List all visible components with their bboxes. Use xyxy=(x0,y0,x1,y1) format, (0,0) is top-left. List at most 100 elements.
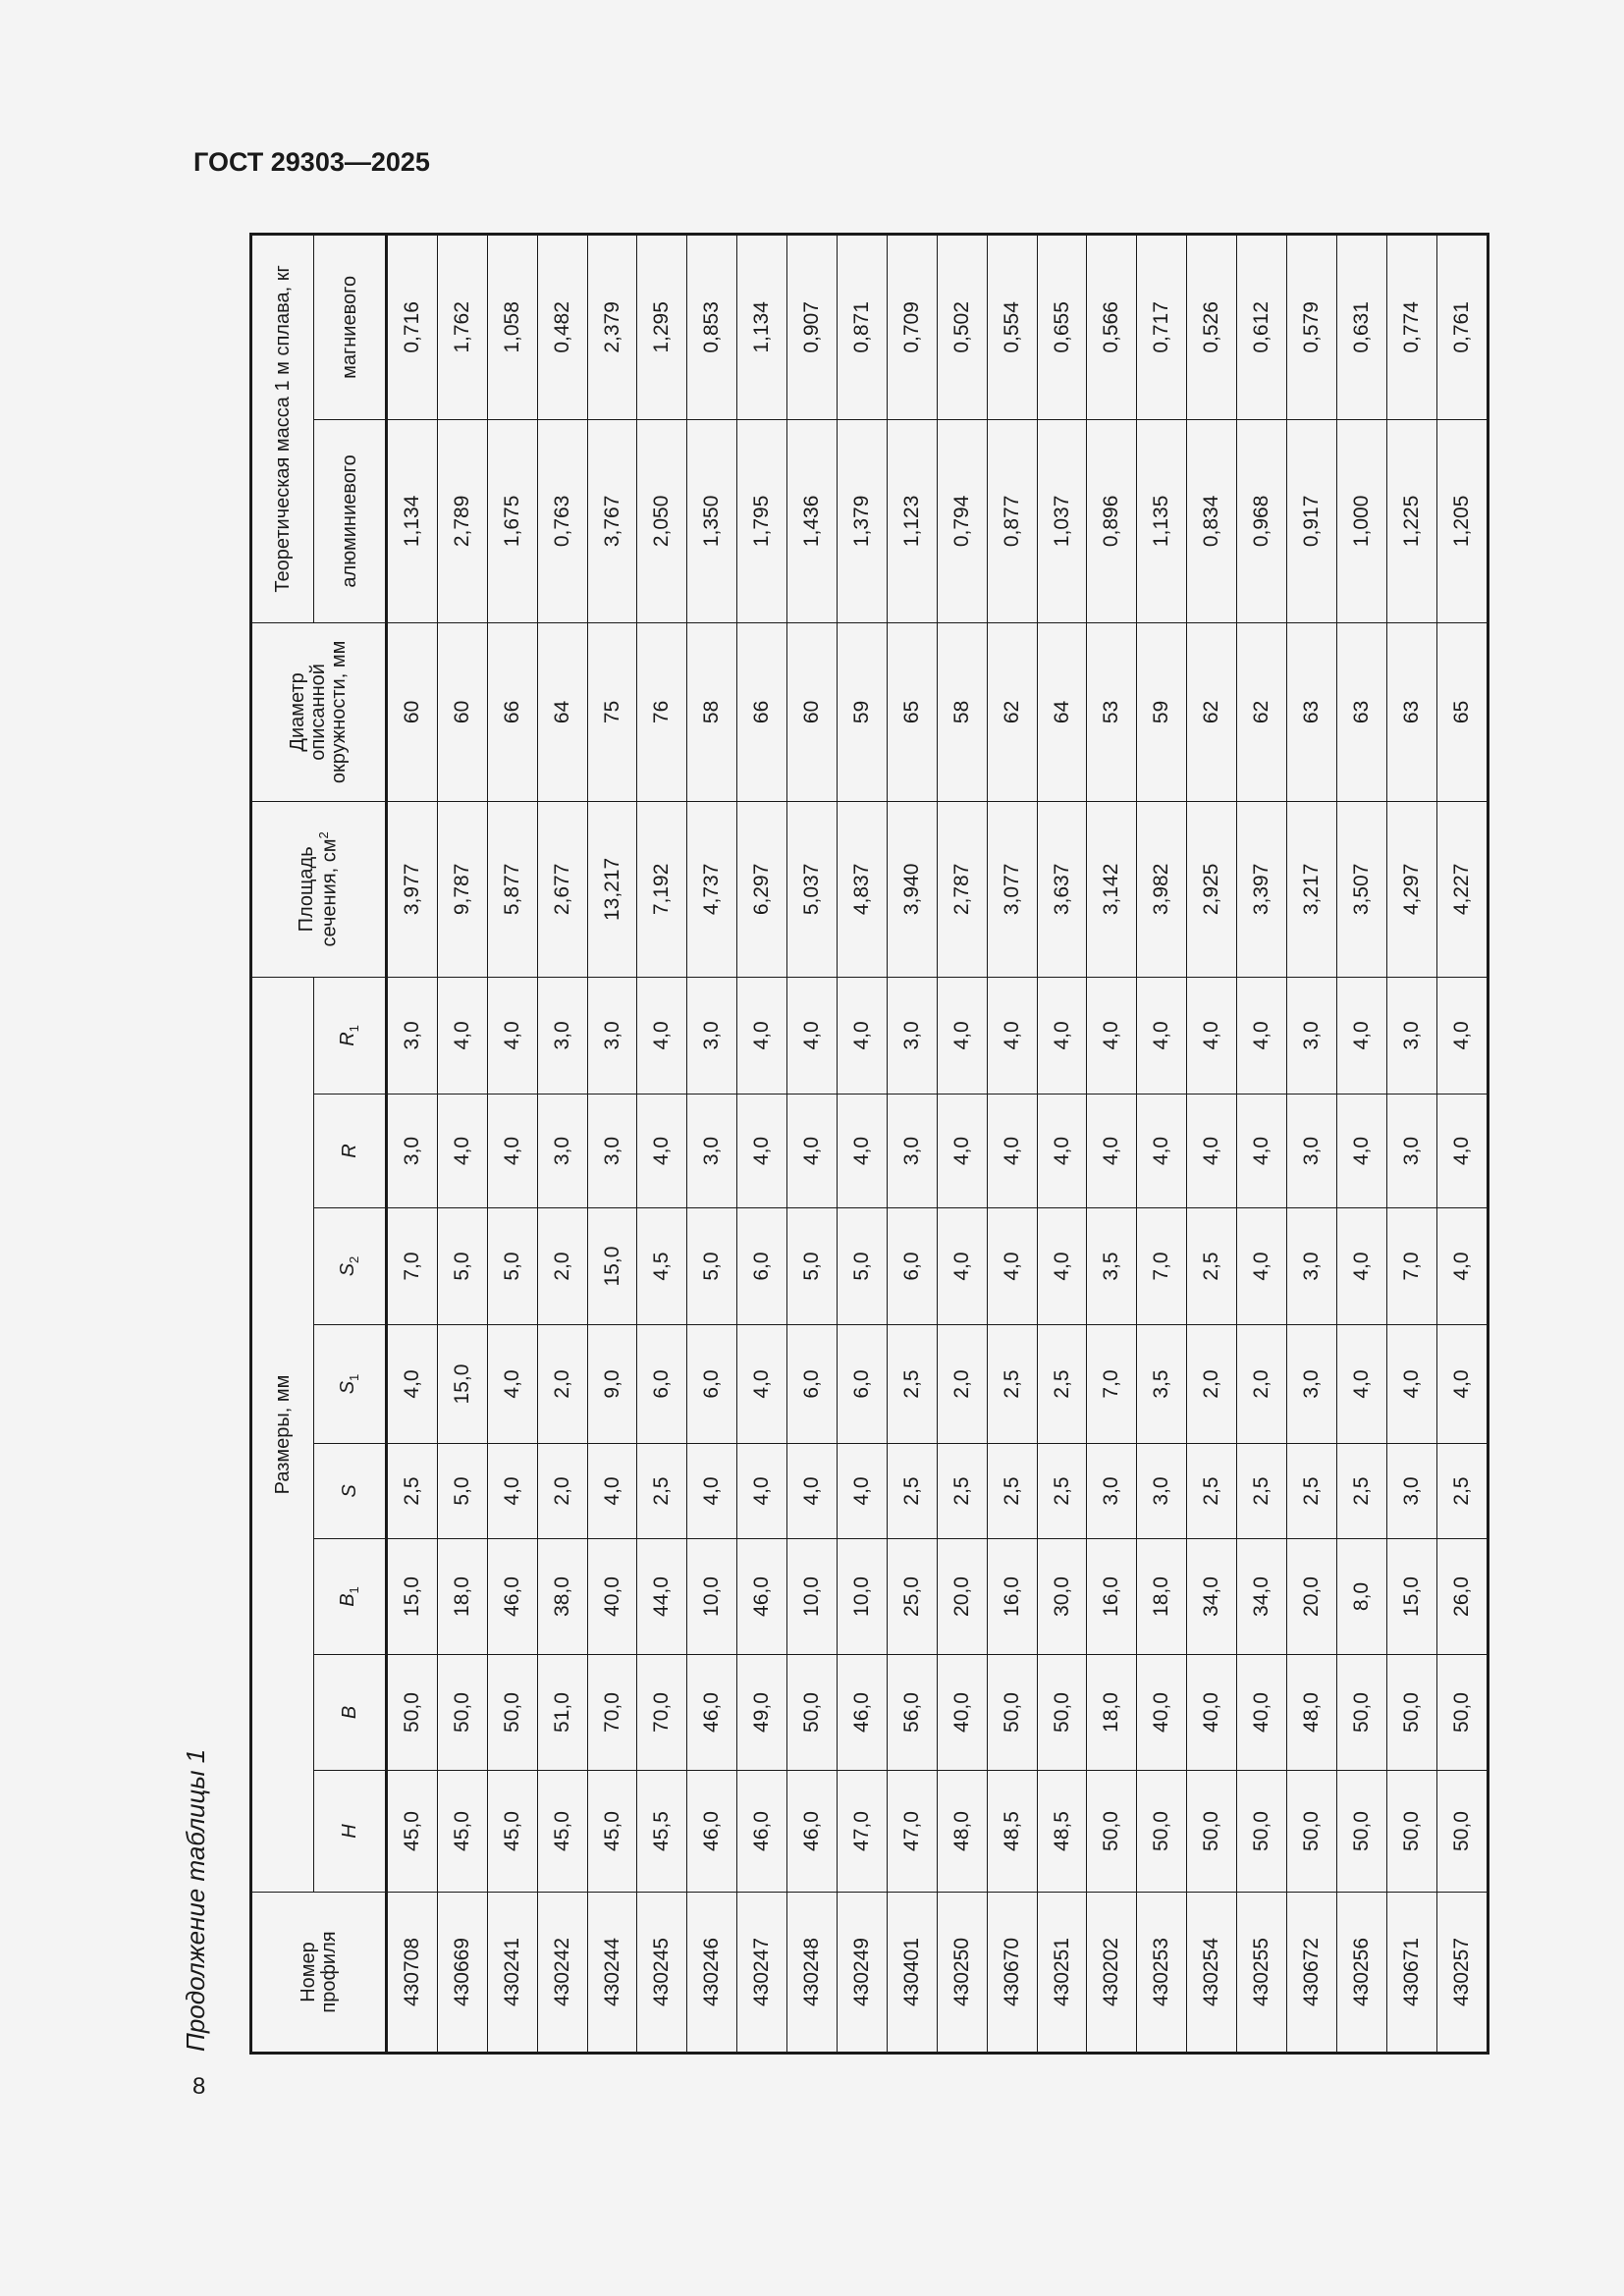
table-cell: 7,0 xyxy=(1386,1207,1437,1325)
table-cell: 3,0 xyxy=(1286,1094,1337,1208)
table-row: 430708 45,0 50,0 15,0 2,5 4,0 7,0 3,0 3,0 3,977 60… xyxy=(386,234,438,2054)
table-cell: 45,0 xyxy=(487,1770,538,1893)
table-cell: 62 xyxy=(1186,622,1237,802)
table-cell: 6,297 xyxy=(736,801,787,978)
table-cell: 1,205 xyxy=(1436,419,1489,623)
table-cell: 60 xyxy=(386,622,438,802)
cell-profile-no: 430672 xyxy=(1286,1892,1337,2054)
table-cell: 4,0 xyxy=(837,1094,888,1208)
table-row: 430255 50,0 40,0 34,0 2,5 2,0 4,0 4,0 4,0 3,397 62… xyxy=(1236,234,1287,2054)
table-cell: 40,0 xyxy=(937,1654,988,1771)
table-cell: 7,0 xyxy=(1086,1324,1137,1444)
header-dimensions: Размеры, мм xyxy=(250,977,314,1893)
table-cell: 3,0 xyxy=(1386,1094,1437,1208)
table-cell: 3,637 xyxy=(1037,801,1087,978)
table-cell: 44,0 xyxy=(636,1538,687,1655)
table-cell: 65 xyxy=(887,622,938,802)
table-row: 430202 50,0 18,0 16,0 3,0 7,0 3,5 4,0 4,0 3,142 53… xyxy=(1086,234,1137,2054)
table-cell: 3,0 xyxy=(587,1094,637,1208)
cell-profile-no: 430249 xyxy=(837,1892,888,2054)
table-cell: 34,0 xyxy=(1186,1538,1237,1655)
table-row: 430251 48,5 50,0 30,0 2,5 2,5 4,0 4,0 4,0 3,637 64… xyxy=(1037,234,1087,2054)
table-cell: 50,0 xyxy=(1186,1770,1237,1893)
table-cell: 34,0 xyxy=(1236,1538,1287,1655)
table-cell: 4,0 xyxy=(487,1324,538,1444)
table-cell: 3,397 xyxy=(1236,801,1287,978)
table-cell: 2,787 xyxy=(937,801,988,978)
table-cell: 3,0 xyxy=(1386,977,1437,1095)
table-cell: 2,0 xyxy=(537,1207,588,1325)
table-cell: 2,0 xyxy=(1236,1324,1287,1444)
table-cell: 0,871 xyxy=(837,234,888,420)
table-cell: 30,0 xyxy=(1037,1538,1087,1655)
table-cell: 4,0 xyxy=(987,1207,1038,1325)
cell-profile-no: 430250 xyxy=(937,1892,988,2054)
cell-profile-no: 430254 xyxy=(1186,1892,1237,2054)
table-cell: 3,940 xyxy=(887,801,938,978)
table-cell: 6,0 xyxy=(837,1324,888,1444)
table-cell: 3,0 xyxy=(386,1094,438,1208)
table-cell: 60 xyxy=(437,622,488,802)
table-cell: 4,0 xyxy=(437,977,488,1095)
header-dim-symbol: R xyxy=(337,1032,359,1046)
table-cell: 3,0 xyxy=(1286,977,1337,1095)
table-cell: 6,0 xyxy=(736,1207,787,1325)
cell-profile-no: 430669 xyxy=(437,1892,488,2054)
table-cell: 45,0 xyxy=(386,1770,438,1893)
table-cell: 4,0 xyxy=(736,1443,787,1539)
table-cell: 3,0 xyxy=(1286,1324,1337,1444)
table-cell: 50,0 xyxy=(1336,1770,1387,1893)
table-cell: 2,925 xyxy=(1186,801,1237,978)
table-cell: 1,795 xyxy=(736,419,787,623)
table-row: 430671 50,0 50,0 15,0 3,0 4,0 7,0 3,0 3,0 4,297 63… xyxy=(1386,234,1437,2054)
table-cell: 2,5 xyxy=(937,1443,988,1539)
table-cell: 53 xyxy=(1086,622,1137,802)
table-cell: 4,0 xyxy=(837,1443,888,1539)
table-caption: Продолжение таблицы 1 xyxy=(181,1748,210,2052)
table-cell: 4,5 xyxy=(636,1207,687,1325)
table-cell: 70,0 xyxy=(636,1654,687,1771)
cell-profile-no: 430202 xyxy=(1086,1892,1137,2054)
table-cell: 9,787 xyxy=(437,801,488,978)
table-cell: 0,716 xyxy=(386,234,438,420)
table-cell: 16,0 xyxy=(987,1538,1038,1655)
table-cell: 3,0 xyxy=(686,977,737,1095)
header-dim-subscript: 2 xyxy=(347,1255,362,1263)
table-cell: 4,0 xyxy=(636,1094,687,1208)
table-cell: 3,5 xyxy=(1136,1324,1187,1444)
table-cell: 50,0 xyxy=(1236,1770,1287,1893)
table-cell: 4,0 xyxy=(487,1094,538,1208)
table-cell: 1,037 xyxy=(1037,419,1087,623)
header-dim-b: B xyxy=(313,1654,387,1771)
table-row: 430244 45,0 70,0 40,0 4,0 9,0 15,0 3,0 3,0 13,217… xyxy=(587,234,637,2054)
table-cell: 18,0 xyxy=(1086,1654,1137,1771)
table-cell: 50,0 xyxy=(437,1654,488,1771)
table-cell: 3,0 xyxy=(887,977,938,1095)
table-cell: 5,877 xyxy=(487,801,538,978)
cell-profile-no: 430256 xyxy=(1336,1892,1387,2054)
table-cell: 50,0 xyxy=(1336,1654,1387,1771)
table-cell: 6,0 xyxy=(887,1207,938,1325)
document-title: ГОСТ 29303—2025 xyxy=(193,147,430,177)
table-cell: 1,123 xyxy=(887,419,938,623)
header-magnesium: магниевого xyxy=(313,234,387,420)
cell-profile-no: 430253 xyxy=(1136,1892,1187,2054)
table-cell: 4,0 xyxy=(1336,1094,1387,1208)
table-cell: 5,0 xyxy=(487,1207,538,1325)
table-cell: 40,0 xyxy=(1136,1654,1187,1771)
table-cell: 46,0 xyxy=(736,1538,787,1655)
table-row: 430256 50,0 50,0 8,0 2,5 4,0 4,0 4,0 4,0 3,507 63 1… xyxy=(1336,234,1387,2054)
table-cell: 0,717 xyxy=(1136,234,1187,420)
table-cell: 50,0 xyxy=(1436,1770,1489,1893)
table-cell: 1,000 xyxy=(1336,419,1387,623)
table-cell: 0,774 xyxy=(1386,234,1437,420)
table-row: 430254 50,0 40,0 34,0 2,5 2,0 2,5 4,0 4,0 2,925 62… xyxy=(1186,234,1237,2054)
table-cell: 4,737 xyxy=(686,801,737,978)
table-cell: 4,0 xyxy=(786,1094,838,1208)
table-cell: 0,834 xyxy=(1186,419,1237,623)
table-cell: 75 xyxy=(587,622,637,802)
table-cell: 5,0 xyxy=(786,1207,838,1325)
table-cell: 4,0 xyxy=(1037,1094,1087,1208)
table-cell: 4,0 xyxy=(786,977,838,1095)
table-cell: 0,631 xyxy=(1336,234,1387,420)
